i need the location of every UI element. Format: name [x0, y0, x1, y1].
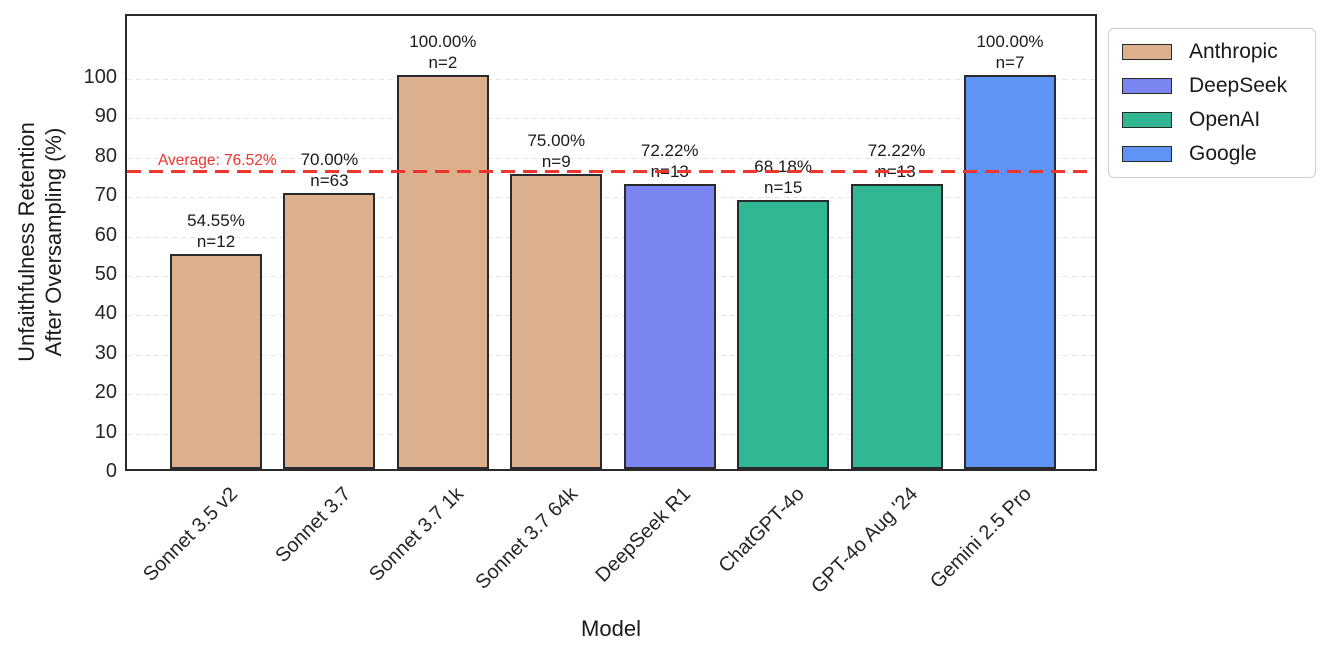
gridline-10	[127, 433, 1095, 435]
legend-item-deepseek: DeepSeek	[1122, 69, 1315, 103]
bar-annotation-chatgpt-4o: 68.18% n=15	[754, 156, 812, 198]
plot-area: 54.55% n=12 70.00% n=63 100.00% n=2 75.00% n=9 7…	[125, 14, 1097, 471]
bar-n-label: n=12	[196, 232, 236, 252]
bar-annotation-sonnet-3-7-64k: 75.00% n=9	[527, 130, 585, 172]
gridline-40	[127, 315, 1095, 317]
bar-n-label: n=9	[541, 151, 571, 171]
legend-swatch-anthropic	[1122, 44, 1172, 60]
x-tick-sonnet-3-7: Sonnet 3.7	[271, 483, 355, 567]
bar-chatgpt-4o	[737, 200, 830, 469]
gridline-30	[127, 354, 1095, 356]
bar-annotation-sonnet-3-5-v2: 54.55% n=12	[187, 210, 245, 252]
legend-label-openai: OpenAI	[1189, 108, 1261, 131]
y-tick-10: 10	[94, 420, 117, 443]
y-tick-90: 90	[94, 105, 117, 128]
y-tick-100: 100	[83, 66, 117, 89]
y-tick-50: 50	[94, 263, 117, 286]
y-tick-30: 30	[94, 341, 117, 364]
bar-sonnet-3-7-1k	[396, 75, 489, 469]
x-axis-label: Model	[581, 616, 641, 641]
legend-label-anthropic: Anthropic	[1189, 40, 1278, 63]
legend-item-openai: OpenAI	[1122, 103, 1315, 137]
bar-value-label: 72.22%	[867, 141, 926, 161]
gridline-50	[127, 276, 1095, 278]
legend-box: Anthropic DeepSeek OpenAI Google	[1108, 28, 1316, 178]
bar-n-label: n=15	[763, 178, 803, 198]
bar-n-label: n=7	[995, 53, 1025, 73]
bar-value-label: 100.00%	[976, 32, 1044, 52]
bar-annotation-gemini-2-5-pro: 100.00% n=7	[976, 31, 1043, 73]
gridline-20	[127, 394, 1095, 396]
y-tick-60: 60	[94, 223, 117, 246]
bar-sonnet-3-5-v2	[170, 254, 262, 469]
y-tick-20: 20	[94, 381, 117, 404]
average-line-label: Average: 76.52%	[158, 152, 277, 169]
gridline-60	[127, 236, 1095, 238]
x-tick-gpt-4o-aug-24: GPT-4o Aug '24	[807, 483, 923, 598]
bar-value-label: 70.00%	[300, 150, 359, 170]
bar-gpt-4o-aug-24	[850, 184, 943, 469]
bar-annotation-sonnet-3-7: 70.00% n=63	[301, 149, 359, 191]
bar-sonnet-3-7-64k	[510, 173, 603, 469]
gridline-80	[127, 157, 1095, 159]
bar-sonnet-3-7	[283, 193, 376, 469]
x-tick-gemini-2-5-pro: Gemini 2.5 Pro	[925, 483, 1036, 593]
legend-label-deepseek: DeepSeek	[1189, 74, 1288, 97]
y-tick-40: 40	[94, 302, 117, 325]
gridline-70	[127, 197, 1095, 199]
bar-annotation-sonnet-3-7-1k: 100.00% n=2	[409, 31, 476, 73]
bar-value-label: 68.18%	[754, 157, 812, 177]
bar-gemini-2-5-pro	[964, 75, 1056, 469]
legend-label-google: Google	[1189, 142, 1257, 165]
bar-annotation-deepseek-r1: 72.22%n=13	[641, 140, 699, 182]
bar-n-label: n=2	[428, 53, 458, 73]
y-tick-70: 70	[94, 184, 117, 207]
legend-item-google: Google	[1122, 137, 1315, 171]
x-tick-sonnet-3-7-1k: Sonnet 3.7 1k	[365, 483, 469, 586]
bar-value-label: 75.00%	[527, 130, 586, 150]
x-tick-sonnet-3-7-64k: Sonnet 3.7 64k	[471, 483, 582, 594]
bar-annotation-gpt-4o-aug-24: 72.22%n=13	[868, 140, 926, 182]
gridline-100	[127, 79, 1095, 81]
legend-item-anthropic: Anthropic	[1122, 35, 1315, 69]
legend-swatch-openai	[1122, 112, 1172, 128]
x-tick-sonnet-3-5-v2: Sonnet 3.5 v2	[138, 483, 242, 586]
gridline-90	[127, 118, 1095, 120]
bar-n-label: n=63	[310, 171, 349, 191]
average-line	[127, 170, 1095, 174]
bar-deepseek-r1	[623, 184, 716, 469]
y-tick-80: 80	[94, 144, 117, 167]
legend-swatch-google	[1122, 146, 1172, 162]
x-tick-chatgpt-4o: ChatGPT-4o	[714, 483, 809, 578]
bar-value-label: 54.55%	[187, 211, 245, 231]
y-tick-0: 0	[105, 460, 117, 482]
x-tick-deepseek-r1: DeepSeek R1	[591, 483, 696, 587]
bar-value-label: 72.22%	[640, 141, 699, 161]
bar-value-label: 100.00%	[409, 32, 477, 52]
legend-swatch-deepseek	[1122, 78, 1172, 94]
